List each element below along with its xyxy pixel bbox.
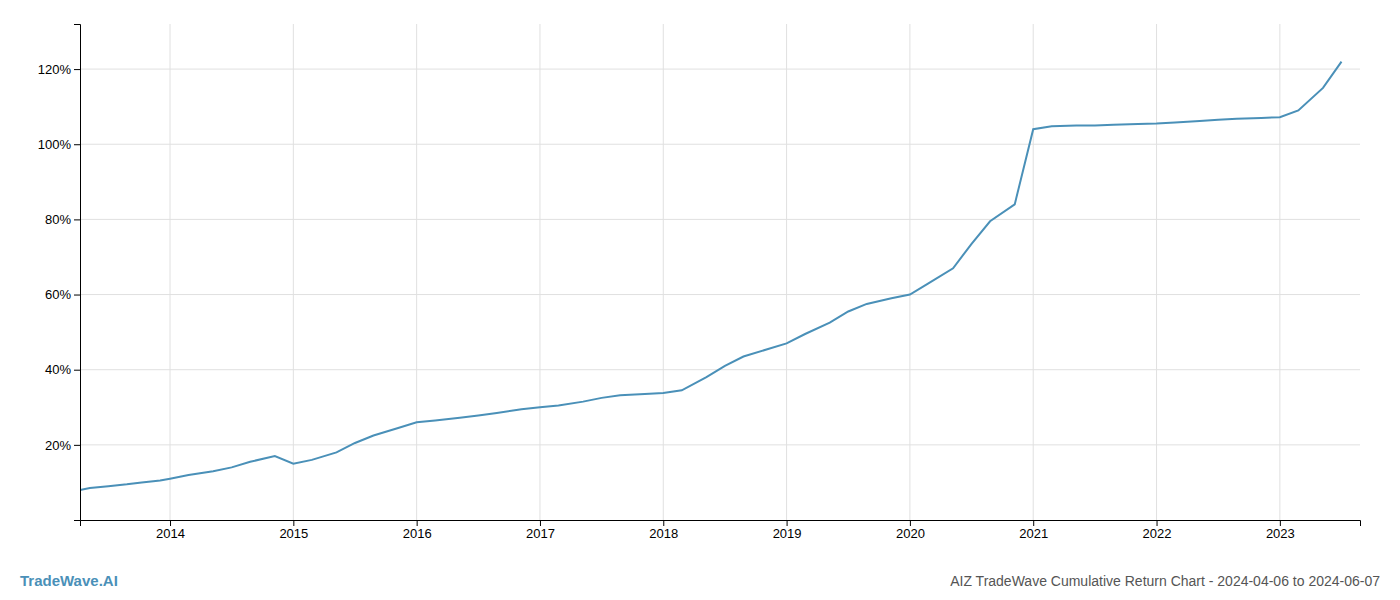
axis-line <box>74 25 81 521</box>
axis-line <box>81 521 1361 527</box>
tick-label: 2022 <box>1143 526 1172 541</box>
tick: 60% <box>45 287 80 302</box>
tick-label: 100% <box>38 137 72 152</box>
tick-label: 120% <box>38 62 72 77</box>
tick-label: 2020 <box>896 526 925 541</box>
tick-mark <box>1157 520 1158 526</box>
line <box>80 62 1342 490</box>
tick: 2022 <box>1143 520 1172 541</box>
grid-line-x <box>1033 24 1034 520</box>
tick-label: 2015 <box>279 526 308 541</box>
tick-mark <box>293 520 294 526</box>
tick: 2023 <box>1266 520 1295 541</box>
x-axis: 2014 2015 2016 2017 2018 2019 2020 2021 2022 2023 <box>81 520 1361 541</box>
grid-line-x <box>170 24 171 520</box>
grid-line-x <box>663 24 664 520</box>
plot: 20% 40% 60% 80% 100% 120% 2014 2015 2016 2017 2018… <box>38 24 1361 541</box>
chart: 20% 40% 60% 80% 100% 120% 2014 2015 2016 2017 2018… <box>0 0 1400 600</box>
title: AIZ TradeWave Cumulative Return Chart - … <box>950 573 1380 589</box>
annotation: TradeWave.AI <box>20 572 118 589</box>
tick-label: 2017 <box>526 526 555 541</box>
tick: 100% <box>38 137 80 152</box>
tick-label: 2021 <box>1019 526 1048 541</box>
tick-mark <box>540 520 541 526</box>
grid-line-x <box>293 24 294 520</box>
grid-line-x <box>909 24 910 520</box>
tick: 2015 <box>279 520 308 541</box>
tick: 2017 <box>526 520 555 541</box>
grid-line-x <box>1279 24 1280 520</box>
tick-label: 80% <box>45 212 71 227</box>
tick-label: 40% <box>45 362 71 377</box>
grid-line-y <box>80 144 1360 145</box>
grid-line-x <box>539 24 540 520</box>
tick-mark <box>1033 520 1034 526</box>
tick-label: 2023 <box>1266 526 1295 541</box>
grid-line-x <box>416 24 417 520</box>
tick: 2014 <box>156 520 185 541</box>
grid-line-x <box>1156 24 1157 520</box>
tick-mark <box>417 520 418 526</box>
tick-label: 60% <box>45 287 71 302</box>
grid-line-y <box>80 69 1360 70</box>
tick: 2021 <box>1019 520 1048 541</box>
marks <box>80 62 1342 490</box>
grid-line-y <box>80 294 1360 295</box>
tick: 2016 <box>403 520 432 541</box>
tick-label: 20% <box>45 438 71 453</box>
tick-mark <box>74 69 80 70</box>
tick-label: 2016 <box>403 526 432 541</box>
tick-mark <box>663 520 664 526</box>
tick: 2019 <box>773 520 802 541</box>
tick: 2018 <box>649 520 678 541</box>
tick-mark <box>910 520 911 526</box>
grid-line-x <box>786 24 787 520</box>
grid-line-y <box>80 219 1360 220</box>
y-axis: 20% 40% 60% 80% 100% 120% <box>38 25 81 521</box>
tick: 40% <box>45 362 80 377</box>
tick-mark <box>74 144 80 145</box>
tick-mark <box>1280 520 1281 526</box>
tick-mark <box>170 520 171 526</box>
tick-label: 2019 <box>773 526 802 541</box>
tick: 2020 <box>896 520 925 541</box>
tick-mark <box>74 219 80 220</box>
tick-mark <box>74 370 80 371</box>
tick-label: 2014 <box>156 526 185 541</box>
tick-mark <box>74 445 80 446</box>
grid-line-y <box>80 444 1360 445</box>
tick: 20% <box>45 438 80 453</box>
tick: 80% <box>45 212 80 227</box>
tick-mark <box>787 520 788 526</box>
grid <box>80 24 1360 520</box>
tick-label: 2018 <box>649 526 678 541</box>
tick-mark <box>74 295 80 296</box>
tick: 120% <box>38 62 80 77</box>
